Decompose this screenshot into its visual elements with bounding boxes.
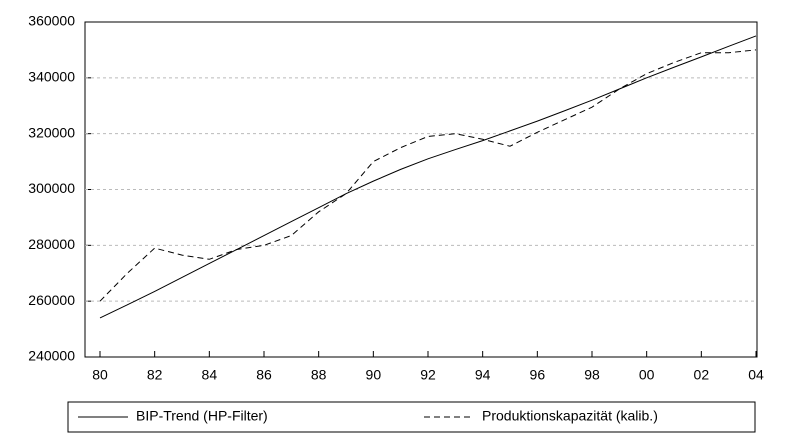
x-tick-label: 00 bbox=[639, 367, 655, 383]
legend-box bbox=[67, 401, 756, 433]
x-tick-label: 82 bbox=[147, 367, 163, 383]
x-tick-label: 80 bbox=[92, 367, 108, 383]
y-tick-label: 280000 bbox=[28, 236, 75, 252]
x-tick-label: 04 bbox=[748, 367, 764, 383]
legend-label: BIP-Trend (HP-Filter) bbox=[136, 408, 268, 424]
x-tick-label: 90 bbox=[366, 367, 382, 383]
y-tick-label: 240000 bbox=[28, 348, 75, 364]
y-tick-label: 300000 bbox=[28, 180, 75, 196]
y-tick-label: 320000 bbox=[28, 124, 75, 140]
x-tick-label: 02 bbox=[694, 367, 710, 383]
x-tick-label: 84 bbox=[202, 367, 218, 383]
x-tick-label: 92 bbox=[420, 367, 436, 383]
y-tick-label: 340000 bbox=[28, 69, 75, 85]
x-tick-label: 86 bbox=[256, 367, 272, 383]
series-line bbox=[99, 35, 757, 319]
x-tick-label: 98 bbox=[584, 367, 600, 383]
x-tick-label: 94 bbox=[475, 367, 491, 383]
series-line bbox=[99, 49, 757, 302]
x-tick-label: 96 bbox=[530, 367, 546, 383]
x-tick-label: 88 bbox=[311, 367, 327, 383]
y-tick-label: 260000 bbox=[28, 292, 75, 308]
legend-label: Produktionskapazität (kalib.) bbox=[482, 408, 658, 424]
y-tick-label: 360000 bbox=[28, 13, 75, 29]
